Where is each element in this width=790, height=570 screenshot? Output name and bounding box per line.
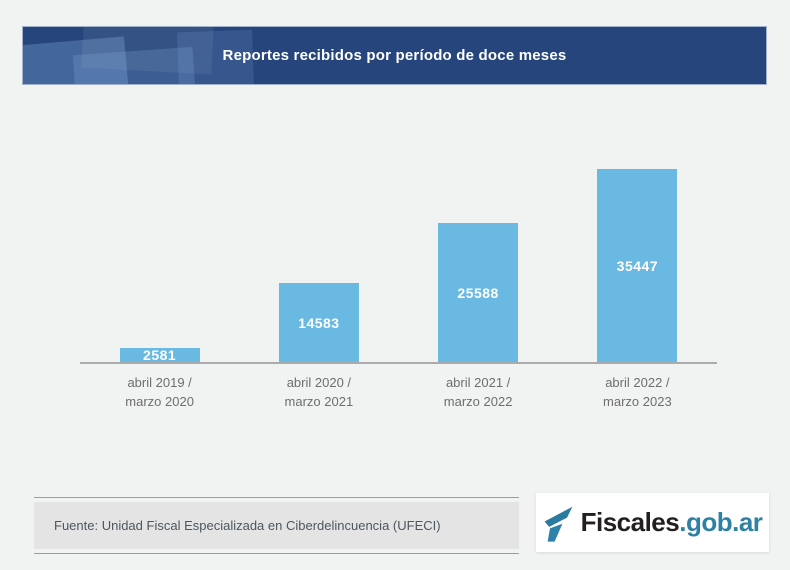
decoration-quad — [81, 27, 215, 75]
source-divider-top — [34, 497, 519, 498]
bar-value-label: 14583 — [298, 314, 340, 331]
x-axis-label: abril 2019 / marzo 2020 — [80, 373, 239, 411]
logo-brand-text: Fiscales — [580, 507, 680, 537]
decoration-quad — [23, 36, 130, 84]
fiscales-flag-icon — [544, 506, 573, 542]
x-label-line: marzo 2023 — [603, 394, 672, 409]
x-axis-labels: abril 2019 / marzo 2020 abril 2020 / mar… — [80, 373, 717, 411]
bar-2019-2020: 2581 — [119, 347, 200, 363]
fiscales-logo: Fiscales.gob.ar — [536, 493, 769, 552]
bar-slot: 14583 — [239, 170, 398, 362]
bar-value-label: 25588 — [457, 284, 499, 301]
x-label-line: abril 2019 / — [127, 375, 192, 390]
x-axis-label: abril 2021 / marzo 2022 — [399, 373, 558, 411]
x-label-line: marzo 2021 — [284, 394, 354, 409]
decoration-quad — [72, 46, 198, 84]
bar-2021-2022: 25588 — [438, 223, 519, 362]
fiscales-logo-text: Fiscales.gob.ar — [581, 507, 763, 538]
x-axis-label: abril 2022 / marzo 2023 — [558, 373, 717, 411]
source-text: Fuente: Unidad Fiscal Especializada en C… — [54, 518, 441, 533]
bar-slot: 25588 — [399, 170, 558, 362]
x-axis-label: abril 2020 / marzo 2021 — [239, 373, 398, 411]
chart-title-banner: Reportes recibidos por período de doce m… — [22, 26, 767, 85]
bar-2020-2021: 14583 — [278, 283, 359, 362]
x-label-line: marzo 2020 — [125, 394, 194, 409]
bar-slot: 35447 — [558, 169, 717, 362]
x-label-line: abril 2022 / — [605, 375, 670, 390]
bar-value-label: 35447 — [616, 257, 659, 274]
source-box: Fuente: Unidad Fiscal Especializada en C… — [34, 502, 519, 549]
bar-2022-2023: 35447 — [597, 169, 678, 362]
source-divider-bottom — [34, 553, 519, 554]
x-label-line: abril 2020 / — [286, 375, 352, 390]
chart-title: Reportes recibidos por período de doce m… — [222, 47, 567, 64]
bar-chart-plot: 2581 14583 25588 35447 — [80, 169, 717, 364]
x-label-line: marzo 2022 — [443, 394, 513, 409]
x-label-line: abril 2021 / — [445, 375, 511, 390]
bar-value-label: 2581 — [143, 347, 177, 363]
bar-slot: 2581 — [80, 170, 239, 363]
logo-suffix-text: .gob.ar — [679, 507, 763, 537]
